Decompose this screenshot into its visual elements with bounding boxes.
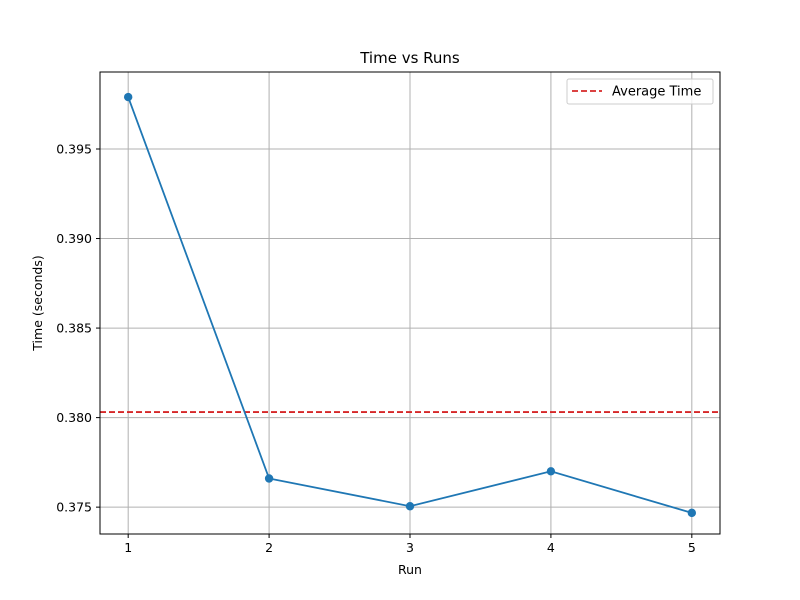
y-tick-label: 0.390 [56,231,92,246]
data-point [405,502,415,511]
data-point [123,92,133,102]
y-tick-label: 0.380 [56,410,92,425]
data-point [687,508,697,518]
x-tick-label: 1 [124,540,132,555]
y-tick-label: 0.385 [56,321,92,336]
y-axis-label: Time (seconds) [30,255,45,351]
chart-title: Time vs Runs [359,49,460,67]
x-tick-label: 4 [547,540,555,555]
data-point [546,467,556,476]
data-point [264,474,274,483]
legend-average-time-label: Average Time [612,85,701,100]
y-axis-ticks: 0.375 0.380 0.385 0.390 0.395 [56,142,100,515]
y-tick-label: 0.375 [56,500,92,515]
legend: Average Time [566,78,714,105]
x-axis-label: Run [398,562,422,577]
x-axis-ticks: 1 2 3 4 5 [124,534,696,555]
x-tick-label: 2 [265,540,273,555]
y-tick-label: 0.395 [56,142,92,157]
x-tick-label: 3 [406,540,414,555]
series-layer [123,92,697,518]
x-tick-label: 5 [688,540,696,555]
legend-box [566,78,714,105]
